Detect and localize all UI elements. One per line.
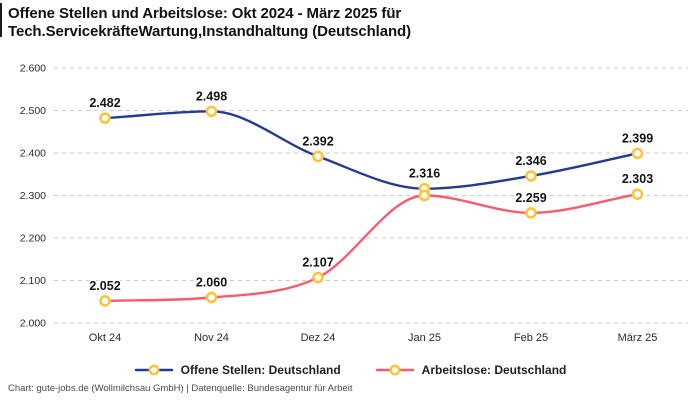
legend-label-arbeitslose: Arbeitslose: Deutschland [421,363,567,377]
chart-title-line2: Tech.ServicekräfteWartung,Instandhaltung… [8,23,411,40]
y-tick-label: 2.500 [20,105,46,117]
legend-item-arbeitslose[interactable]: Arbeitslose: Deutschland [375,363,567,377]
data-point-marker[interactable] [205,291,218,304]
y-tick-label: 2.000 [20,318,46,330]
legend-line-swatch [134,364,173,376]
left-edge-accent [0,3,2,37]
data-point-marker[interactable] [525,170,537,182]
chart-legend: Offene Stellen: Deutschland Arbeitslose:… [0,359,700,381]
data-point-label: 2.107 [302,256,333,270]
y-tick-label: 2.200 [20,233,46,245]
data-point-label: 2.316 [409,167,440,181]
y-tick-label: 2.300 [20,190,46,202]
legend-item-offene-stellen[interactable]: Offene Stellen: Deutschland [134,363,341,377]
data-point-marker[interactable] [312,150,324,163]
data-point-marker[interactable] [631,188,644,200]
data-point-label: 2.392 [302,134,333,148]
data-point-label: 2.346 [515,154,546,168]
legend-line-swatch [375,364,414,376]
data-point-label: 2.303 [622,172,653,186]
data-point-marker[interactable] [631,147,644,160]
x-tick-label: Feb 25 [514,332,548,344]
data-point-marker[interactable] [99,295,111,307]
legend-label-offene-stellen: Offene Stellen: Deutschland [180,363,341,377]
data-point-marker[interactable] [525,207,537,219]
x-tick-label: Dez 24 [301,332,336,344]
x-tick-label: Okt 24 [89,332,121,344]
chart-title: Offene Stellen und Arbeitslose: Okt 2024… [8,5,411,41]
data-point-marker[interactable] [312,271,324,284]
data-point-marker[interactable] [418,189,431,202]
legend-marker-ring [148,364,160,376]
y-tick-label: 2.400 [20,148,46,160]
x-tick-label: Jan 25 [408,332,441,344]
chart-footer: Chart: gute-jobs.de (Wollmilchsau GmbH) … [8,383,353,394]
data-point-label: 2.259 [515,191,546,205]
legend-marker-ring [389,364,401,376]
data-point-label: 2.498 [196,89,227,103]
series-line [103,110,639,190]
chart-title-line1: Offene Stellen und Arbeitslose: Okt 2024… [8,5,402,22]
data-point-label: 2.060 [196,276,227,290]
series-line [103,193,639,303]
y-tick-label: 2.600 [20,63,46,75]
x-tick-label: Nov 24 [194,332,229,344]
data-point-marker[interactable] [99,112,111,124]
data-point-label: 2.482 [89,96,120,110]
y-tick-label: 2.100 [20,275,46,287]
x-tick-label: März 25 [618,332,658,344]
data-point-label: 2.052 [89,279,120,293]
data-point-marker[interactable] [205,105,218,118]
data-point-label: 2.399 [622,131,653,145]
